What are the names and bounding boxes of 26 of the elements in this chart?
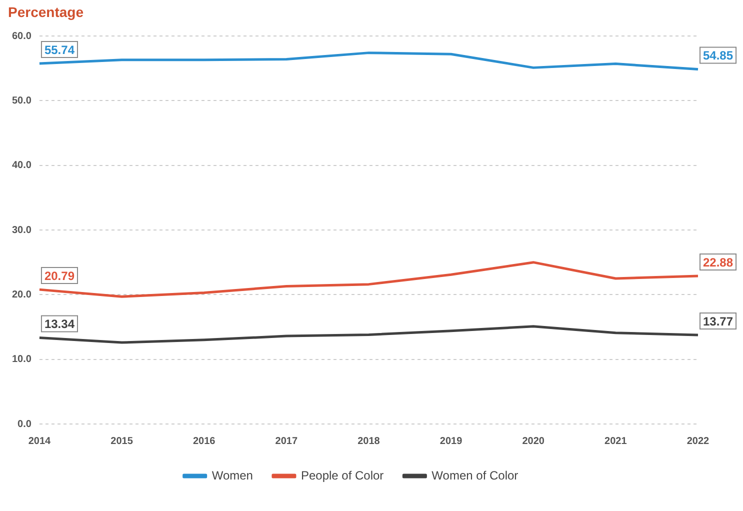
x-tick-label: 2019: [440, 436, 463, 447]
data-label: 13.77: [703, 314, 734, 328]
data-label: 22.88: [703, 255, 734, 270]
x-tick-label: 2014: [28, 436, 52, 447]
x-tick-label: 2015: [110, 436, 134, 447]
legend-label: Women of Color: [432, 468, 518, 482]
y-tick-label: 50.0: [12, 95, 32, 106]
y-tick-label: 0.0: [18, 418, 32, 430]
y-tick-label: 60.0: [12, 30, 32, 42]
x-tick-label: 2021: [604, 436, 628, 447]
x-tick-label: 2022: [686, 436, 710, 447]
data-label: 55.74: [44, 42, 75, 57]
legend-label: Women: [212, 468, 253, 482]
x-tick-label: 2017: [275, 436, 298, 447]
y-tick-label: 10.0: [12, 354, 32, 366]
legend-label: People of Color: [300, 468, 384, 482]
chart-title: Percentage: [8, 4, 84, 20]
y-tick-label: 30.0: [12, 224, 32, 236]
data-label: 20.79: [44, 268, 75, 283]
y-tick-label: 20.0: [12, 289, 32, 300]
x-tick-label: 2016: [192, 436, 216, 447]
y-tick-label: 40.0: [12, 160, 32, 172]
x-tick-label: 2020: [522, 436, 545, 447]
data-label: 13.34: [44, 317, 75, 332]
data-label: 54.85: [703, 48, 734, 63]
x-tick-label: 2018: [358, 436, 380, 447]
